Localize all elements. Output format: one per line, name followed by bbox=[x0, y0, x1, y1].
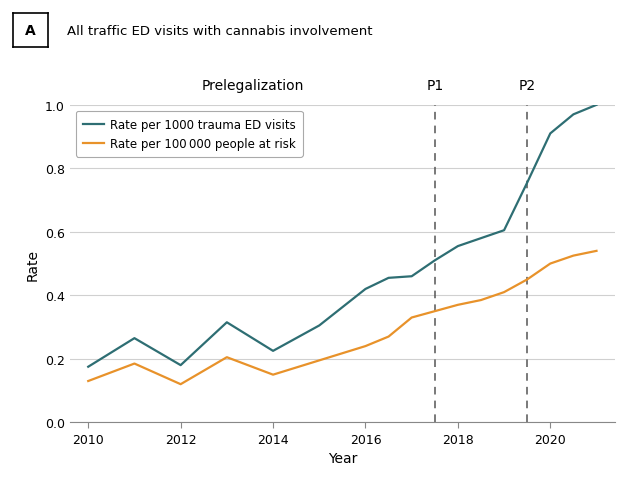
Text: Prelegalization: Prelegalization bbox=[201, 79, 304, 93]
X-axis label: Year: Year bbox=[328, 451, 357, 465]
Text: P1: P1 bbox=[426, 79, 443, 93]
Text: A: A bbox=[25, 24, 36, 38]
Y-axis label: Rate: Rate bbox=[25, 248, 39, 280]
Text: All traffic ED visits with cannabis involvement: All traffic ED visits with cannabis invo… bbox=[67, 24, 372, 38]
Legend: Rate per 1000 trauma ED visits, Rate per 100 000 people at risk: Rate per 1000 trauma ED visits, Rate per… bbox=[75, 111, 302, 157]
Text: P2: P2 bbox=[519, 79, 536, 93]
